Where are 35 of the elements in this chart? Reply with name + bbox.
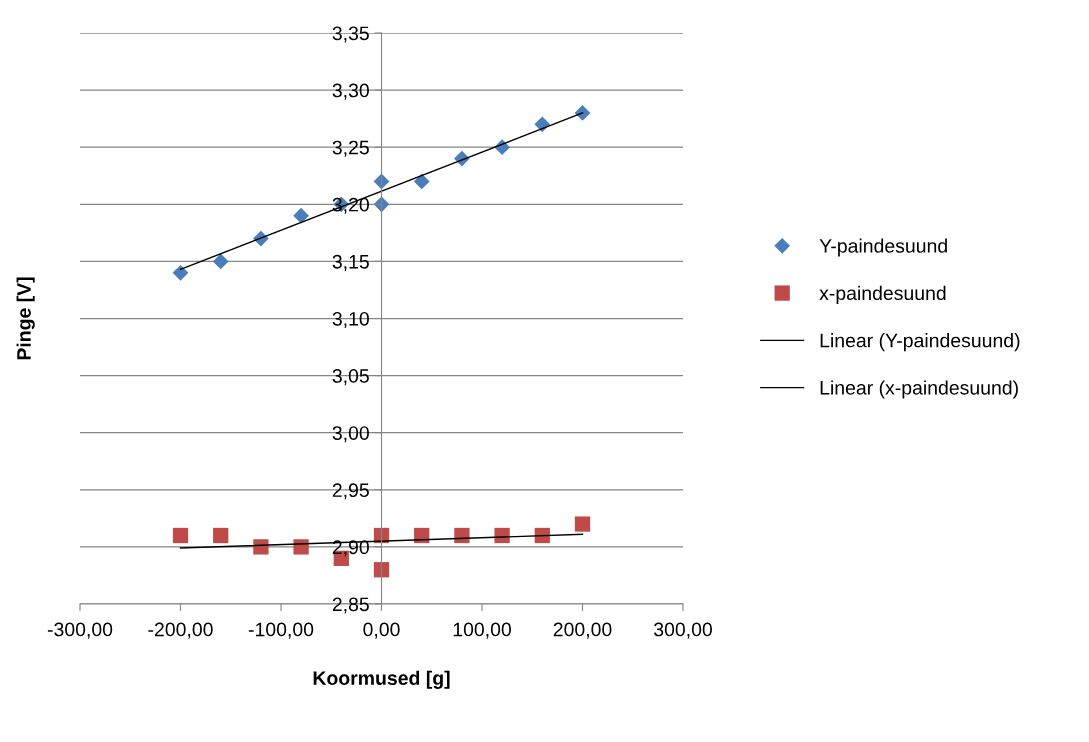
point: [293, 207, 309, 224]
point: [574, 105, 591, 121]
point: [212, 253, 229, 270]
y-tick-label: 3,25: [332, 140, 369, 157]
point: [172, 527, 189, 544]
point: [454, 527, 470, 544]
y-tick-label: 3,30: [332, 83, 369, 100]
y-tick-label: 2,85: [332, 597, 369, 614]
legend-label: Linear (x-paindesuund): [820, 380, 1018, 399]
y-tick-label: 3,10: [332, 311, 369, 329]
point: [253, 539, 269, 555]
y-tick-label: 3,35: [332, 26, 369, 43]
legend-label: Linear (Y-paindesuund): [820, 333, 1020, 352]
x-tick-label: 300,00: [654, 622, 712, 639]
point: [373, 562, 390, 578]
y-axis-title: Pinge [V]: [16, 277, 35, 360]
y-tick-label: 3,15: [332, 254, 369, 271]
point: [413, 173, 430, 190]
point: [213, 527, 229, 544]
x-tick-label: -200,00: [148, 622, 213, 639]
x-axis-title: Koormused [g]: [313, 670, 450, 689]
point: [373, 196, 390, 213]
x-tick-label: 200,00: [553, 622, 612, 639]
y-tick-label: 2,95: [332, 483, 369, 500]
x-tick-label: 0,00: [363, 622, 400, 639]
legend-label: Y-paindesuund: [819, 238, 947, 257]
y-tick-label: 2,90: [332, 540, 369, 557]
point: [172, 264, 189, 281]
x-tick-label: -100,00: [248, 622, 314, 639]
point: [574, 516, 591, 532]
y-tick-label: 3,00: [332, 426, 369, 443]
x-tick-label: 100,00: [453, 622, 511, 639]
legend-label: x-paindesuund: [819, 285, 946, 304]
y-tick-label: 3,05: [332, 369, 369, 386]
x-tick-label: -300,00: [47, 622, 113, 639]
